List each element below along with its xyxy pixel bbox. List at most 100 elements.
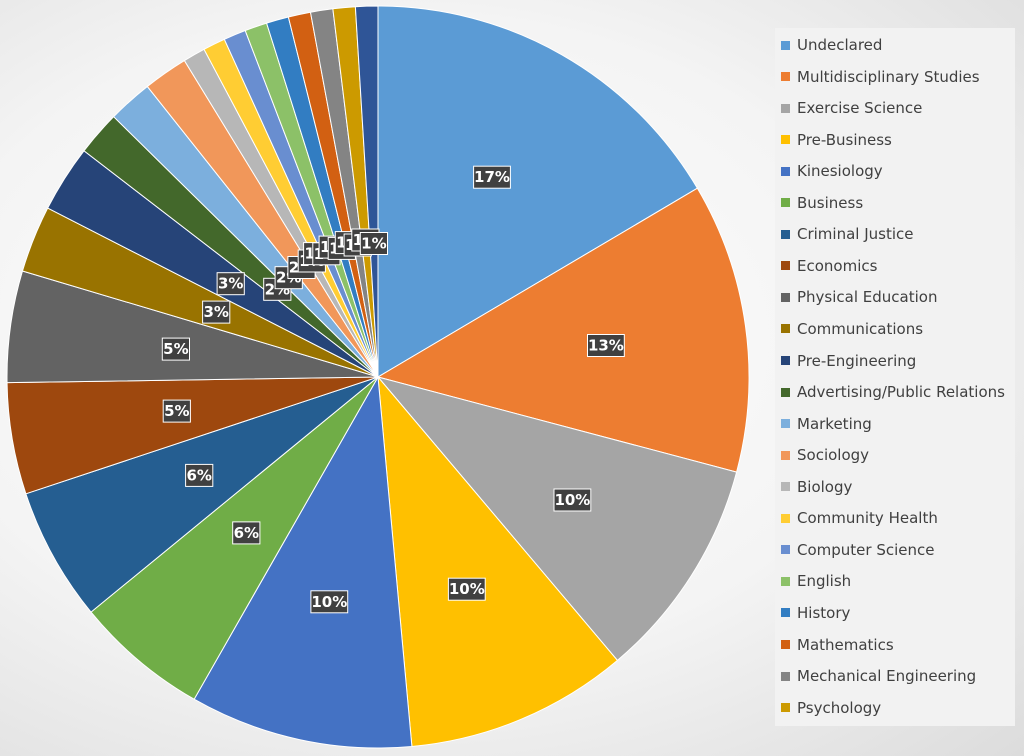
- data-label-box: [162, 399, 191, 423]
- legend-label: Multidisciplinary Studies: [797, 67, 980, 86]
- legend-item: Undeclared: [781, 34, 882, 56]
- data-label: 5%: [162, 399, 191, 423]
- legend-swatch: [781, 387, 790, 397]
- legend-item: Physical Education: [781, 286, 937, 308]
- legend-item: Psychology: [781, 697, 881, 719]
- data-label-text: 13%: [588, 337, 624, 355]
- legend-label: Advertising/Public Relations: [797, 383, 1005, 402]
- legend-label: Mechanical Engineering: [797, 667, 977, 685]
- legend-label: Pre-Engineering: [797, 351, 917, 370]
- data-label-text: 10%: [554, 491, 590, 509]
- legend-swatch: [781, 419, 790, 429]
- legend-label: Undeclared: [797, 36, 883, 54]
- legend-swatch: [781, 640, 790, 649]
- chart-legend: Undeclared Multidisciplinary Studies Exerc…: [775, 28, 1015, 726]
- pie-slice-undeclared: [377, 5, 699, 378]
- data-label: 10%: [553, 488, 592, 512]
- legend-item: Pre-Business: [781, 129, 892, 151]
- legend-item: Mathematics: [781, 634, 894, 656]
- data-label-text: 17%: [474, 168, 510, 186]
- legend-swatch: [781, 545, 790, 555]
- data-label-text: 5%: [163, 340, 188, 358]
- data-label-text: 6%: [234, 524, 259, 542]
- data-label-text: 6%: [186, 466, 211, 484]
- legend-label: Mathematics: [797, 635, 894, 654]
- legend-label: Physical Education: [797, 288, 938, 307]
- legend-label: Kinesiology: [797, 162, 883, 181]
- legend-item: Marketing: [781, 413, 872, 435]
- legend-item: Economics: [781, 255, 877, 277]
- legend-label: Community Health: [797, 509, 938, 528]
- legend-item: Exercise Science: [781, 97, 922, 119]
- legend-swatch: [781, 292, 790, 302]
- legend-item: Criminal Justice: [781, 223, 914, 245]
- legend-swatch: [781, 40, 790, 50]
- pie-slices: [6, 5, 750, 749]
- data-label: 3%: [216, 272, 245, 296]
- legend-item: Computer Science: [781, 539, 934, 561]
- legend-swatch: [781, 166, 790, 176]
- legend-swatch: [781, 103, 790, 113]
- data-label: 10%: [310, 590, 349, 614]
- legend-item: Pre-Engineering: [781, 350, 916, 372]
- legend-item: Advertising/Public Relations: [781, 381, 1005, 403]
- pie-slice-unlabeled-22: [354, 5, 379, 378]
- data-label: 6%: [185, 463, 214, 487]
- data-label: 3%: [202, 300, 231, 324]
- data-label-box: [587, 334, 625, 357]
- legend-label: Business: [797, 193, 864, 212]
- pie-slice-pre-business: [377, 375, 619, 747]
- pie-slice-criminal-justice: [25, 376, 379, 613]
- data-label-box: [473, 165, 511, 189]
- legend-item: Multidisciplinary Studies: [781, 66, 980, 88]
- legend-swatch: [781, 482, 790, 492]
- data-label: 13%: [587, 334, 625, 357]
- legend-item: Mechanical Engineering: [781, 665, 976, 687]
- legend-swatch: [781, 72, 790, 81]
- legend-label: Pre-Business: [797, 130, 892, 149]
- data-label-text: 10%: [311, 593, 347, 611]
- data-label: 17%: [473, 165, 511, 189]
- legend-swatch: [781, 198, 790, 208]
- data-labels: 17%13%10%10%10%6%6%5%5%3%3%2%2%2%1%1%1%1…: [161, 165, 625, 614]
- legend-swatch: [781, 324, 790, 334]
- legend-swatch: [781, 513, 790, 523]
- data-label-box: [447, 577, 486, 601]
- data-label-text: 3%: [203, 303, 228, 321]
- data-label-text: 1%: [361, 235, 386, 253]
- legend-label: Criminal Justice: [797, 225, 914, 244]
- legend-item: History: [781, 602, 850, 624]
- data-label: 1%: [359, 232, 388, 255]
- legend-swatch: [781, 450, 790, 460]
- legend-swatch: [781, 229, 790, 239]
- legend-item: Biology: [781, 476, 852, 498]
- legend-label: Exercise Science: [797, 99, 923, 118]
- legend-swatch: [781, 608, 790, 618]
- legend-item: Sociology: [781, 444, 869, 466]
- legend-item: Community Health: [781, 507, 938, 529]
- legend-label: English: [797, 572, 852, 591]
- data-label-box: [161, 337, 191, 361]
- legend-label: Psychology: [797, 698, 882, 717]
- data-label-text: 10%: [449, 580, 485, 598]
- legend-item: Business: [781, 192, 863, 214]
- pie-slice-kinesiology: [193, 375, 413, 749]
- legend-item: English: [781, 570, 851, 592]
- data-label-text: 3%: [218, 275, 243, 293]
- legend-swatch: [781, 135, 790, 145]
- data-label-box: [553, 488, 592, 512]
- data-label: 5%: [161, 337, 191, 361]
- data-label: 6%: [232, 521, 261, 545]
- legend-item: Communications: [781, 318, 923, 340]
- legend-swatch: [781, 261, 790, 271]
- data-label-box: [216, 272, 245, 296]
- legend-label: Biology: [797, 477, 853, 496]
- data-label-box: [185, 463, 214, 487]
- legend-label: History: [797, 603, 851, 622]
- legend-item: Kinesiology: [781, 160, 883, 182]
- data-label-box: [232, 521, 261, 545]
- legend-label: Computer Science: [797, 540, 935, 559]
- legend-swatch: [781, 703, 790, 713]
- data-label-box: [310, 590, 349, 614]
